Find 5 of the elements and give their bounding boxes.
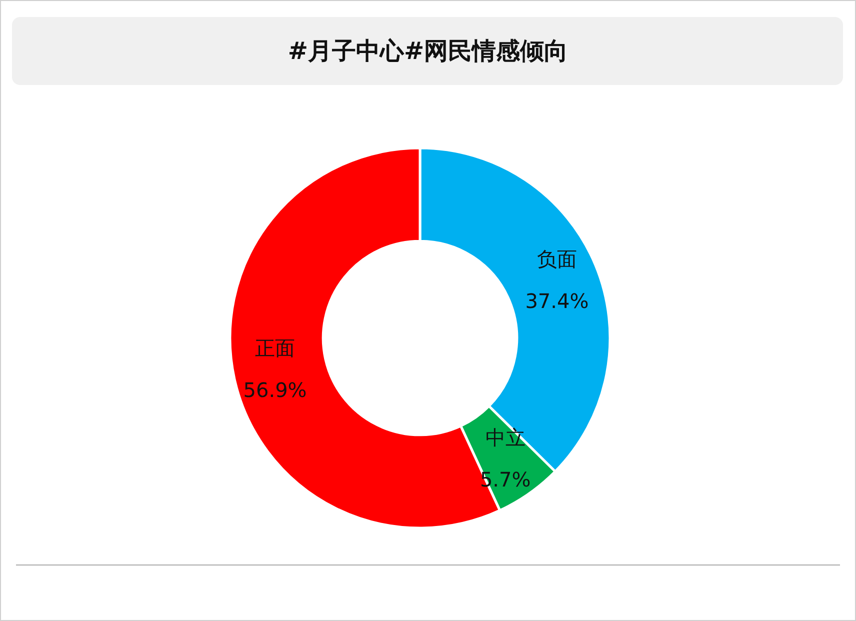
slice-label: 正面 [255, 336, 296, 360]
slice-label: 负面 [536, 246, 577, 271]
data-label: 56.9% [243, 378, 307, 402]
chart-title: #月子中心#网民情感倾向 [288, 37, 568, 65]
data-label: 37.4% [525, 288, 589, 313]
